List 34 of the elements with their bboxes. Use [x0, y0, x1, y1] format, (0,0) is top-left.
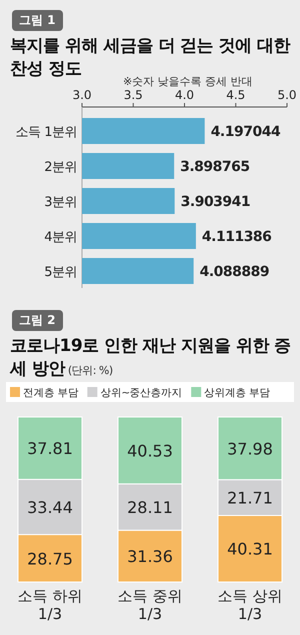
x-tick-label: 3.0 [72, 88, 92, 102]
data-label: 4.111386 [202, 229, 272, 245]
data-label: 3.898765 [180, 159, 250, 175]
caption: 그림 1 [12, 10, 63, 31]
legend-label: 상위계층 부담 [204, 387, 270, 399]
y-tick-label: 5분위 [44, 265, 77, 280]
data-label: 4.197044 [210, 124, 281, 140]
y-tick-label: 소득 1분위 [16, 125, 77, 140]
data-label: 31.36 [127, 547, 173, 566]
y-tick-label: 4분위 [44, 230, 77, 245]
x-tick-label: 4.0 [174, 88, 194, 102]
data-label: 40.31 [227, 540, 273, 559]
data-label: 37.81 [27, 439, 73, 458]
legend-label: 전계층 부담 [23, 387, 79, 399]
data-label: 37.98 [227, 439, 273, 458]
chart-subtitle: ※숫자 낮을수록 증세 반대 [123, 75, 253, 88]
x-tick-label: 소득 하위 1/3 [18, 587, 82, 623]
data-label: 21.71 [227, 488, 273, 508]
y-tick-label: 2분위 [44, 160, 77, 175]
y-tick-label: 3분위 [44, 195, 77, 210]
data-label: 4.088889 [200, 264, 270, 280]
x-tick-label: 소득 상위 1/3 [218, 587, 282, 623]
x-tick-label: 4.5 [226, 88, 246, 102]
x-tick-label: 5.0 [277, 88, 297, 102]
x-tick-label: 3.5 [124, 88, 143, 102]
legend-label: 상위~중산층까지 [100, 387, 182, 399]
chart-subtitle: (단위: %) [66, 364, 113, 377]
caption: 그림 2 [12, 310, 63, 331]
data-label: 3.903941 [180, 194, 250, 210]
x-tick-label: 소득 중위 1/3 [118, 587, 182, 623]
data-label: 28.75 [27, 549, 73, 568]
data-label: 40.53 [127, 441, 173, 460]
data-label: 28.11 [127, 498, 173, 518]
data-label: 33.44 [27, 498, 73, 517]
